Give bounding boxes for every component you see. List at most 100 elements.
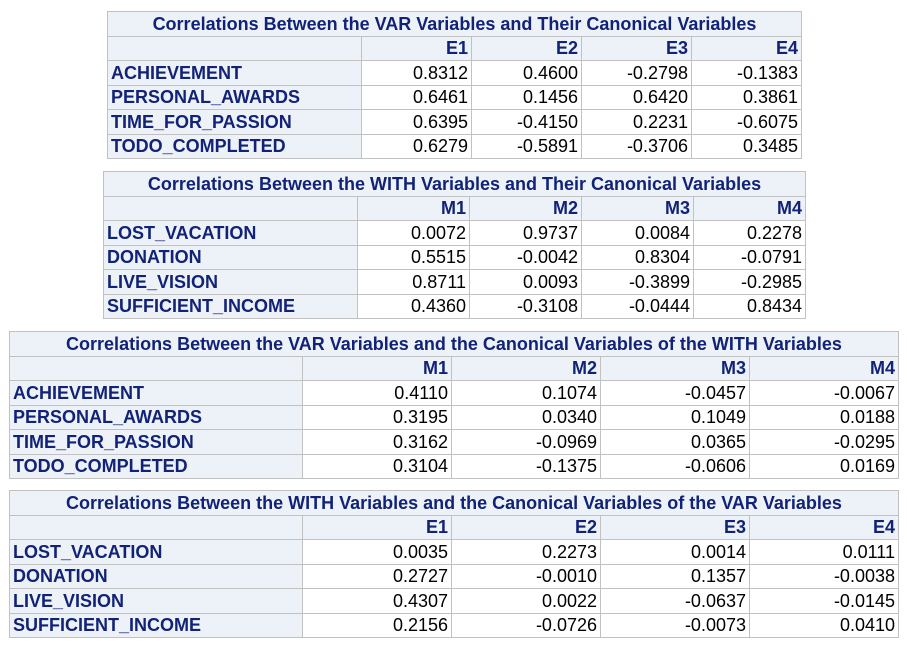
value-cell: -0.5891 (471, 133, 582, 159)
value-cell: 0.3485 (690, 133, 803, 159)
value-cell: -0.4150 (471, 109, 582, 135)
row-header: LOST_VACATION (103, 220, 358, 246)
column-header: E1 (361, 35, 472, 61)
corner-cell (107, 35, 362, 61)
value-cell: 0.3104 (302, 453, 452, 479)
row-header: SUFFICIENT_INCOME (103, 293, 358, 319)
column-header: M3 (581, 195, 694, 221)
column-header: E3 (600, 514, 750, 540)
value-cell: 0.6420 (581, 84, 692, 110)
value-cell: 0.2278 (692, 220, 807, 246)
row-header: TODO_COMPLETED (107, 133, 362, 159)
column-header: E3 (581, 35, 692, 61)
var-canonical-table: Correlations Between the VAR Variables a… (106, 11, 803, 159)
value-cell: -0.2985 (692, 269, 807, 295)
table-row: ACHIEVEMENT 0.8312 0.4600 -0.2798 -0.138… (107, 60, 803, 86)
column-header: M4 (692, 195, 807, 221)
table-title: Correlations Between the WITH Variables … (9, 490, 899, 516)
with-canonical-table: Correlations Between the WITH Variables … (102, 171, 807, 319)
table-row: TODO_COMPLETED 0.3104 -0.1375 -0.0606 0.… (9, 453, 899, 479)
value-cell: 0.0084 (581, 220, 694, 246)
value-cell: -0.0726 (451, 612, 601, 638)
table-row: PERSONAL_AWARDS 0.6461 0.1456 0.6420 0.3… (107, 84, 803, 110)
value-cell: -0.3108 (469, 293, 582, 319)
row-header: PERSONAL_AWARDS (107, 84, 362, 110)
value-cell: 0.0014 (600, 539, 750, 565)
row-header: TODO_COMPLETED (9, 453, 303, 479)
table-row: ACHIEVEMENT 0.4110 0.1074 -0.0457 -0.006… (9, 380, 899, 406)
value-cell: 0.6395 (361, 109, 472, 135)
value-cell: -0.3899 (581, 269, 694, 295)
value-cell: 0.2156 (302, 612, 452, 638)
value-cell: -0.0010 (451, 563, 601, 589)
table-title: Correlations Between the VAR Variables a… (9, 331, 899, 357)
column-header: M3 (600, 355, 750, 381)
column-header: M1 (302, 355, 452, 381)
value-cell: 0.0035 (302, 539, 452, 565)
row-header: PERSONAL_AWARDS (9, 404, 303, 430)
value-cell: -0.0067 (749, 380, 899, 406)
table-row: PERSONAL_AWARDS 0.3195 0.0340 0.1049 0.0… (9, 404, 899, 430)
value-cell: -0.0791 (692, 244, 807, 270)
value-cell: 0.8304 (581, 244, 694, 270)
value-cell: -0.1383 (690, 60, 803, 86)
table-title: Correlations Between the VAR Variables a… (106, 11, 803, 37)
column-header: E4 (749, 514, 899, 540)
row-header: SUFFICIENT_INCOME (9, 612, 303, 638)
table-row: SUFFICIENT_INCOME 0.2156 -0.0726 -0.0073… (9, 612, 899, 638)
value-cell: 0.9737 (469, 220, 582, 246)
value-cell: 0.3162 (302, 429, 452, 455)
value-cell: 0.2273 (451, 539, 601, 565)
with-var-canonical-table: Correlations Between the WITH Variables … (9, 490, 899, 638)
value-cell: 0.2727 (302, 563, 452, 589)
row-header: LIVE_VISION (103, 269, 358, 295)
row-header: LOST_VACATION (9, 539, 303, 565)
column-header: M2 (451, 355, 601, 381)
row-header: DONATION (103, 244, 358, 270)
table-row: LOST_VACATION 0.0035 0.2273 0.0014 0.011… (9, 539, 899, 565)
column-header: E2 (451, 514, 601, 540)
value-cell: 0.0365 (600, 429, 750, 455)
var-with-canonical-table: Correlations Between the VAR Variables a… (9, 331, 899, 479)
value-cell: -0.0637 (600, 588, 750, 614)
value-cell: 0.0072 (357, 220, 470, 246)
row-header: TIME_FOR_PASSION (9, 429, 303, 455)
column-header: M1 (357, 195, 470, 221)
table-row: SUFFICIENT_INCOME 0.4360 -0.3108 -0.0444… (103, 293, 807, 319)
row-header: LIVE_VISION (9, 588, 303, 614)
value-cell: 0.1456 (471, 84, 582, 110)
value-cell: 0.5515 (357, 244, 470, 270)
table-row: TIME_FOR_PASSION 0.3162 -0.0969 0.0365 -… (9, 429, 899, 455)
value-cell: 0.2231 (581, 109, 692, 135)
table-title: Correlations Between the WITH Variables … (102, 171, 807, 197)
table-row: DONATION 0.2727 -0.0010 0.1357 -0.0038 (9, 563, 899, 589)
column-header: E1 (302, 514, 452, 540)
value-cell: 0.1074 (451, 380, 601, 406)
table-row: TODO_COMPLETED 0.6279 -0.5891 -0.3706 0.… (107, 133, 803, 159)
value-cell: 0.3195 (302, 404, 452, 430)
value-cell: 0.8434 (692, 293, 807, 319)
value-cell: 0.4360 (357, 293, 470, 319)
corner-cell (9, 355, 303, 381)
column-header: M4 (749, 355, 899, 381)
column-header: E4 (690, 35, 803, 61)
value-cell: 0.0111 (749, 539, 899, 565)
value-cell: -0.3706 (581, 133, 692, 159)
row-header: ACHIEVEMENT (107, 60, 362, 86)
value-cell: 0.0188 (749, 404, 899, 430)
value-cell: -0.0444 (581, 293, 694, 319)
value-cell: -0.6075 (690, 109, 803, 135)
value-cell: 0.4110 (302, 380, 452, 406)
column-header: M2 (469, 195, 582, 221)
value-cell: 0.6461 (361, 84, 472, 110)
value-cell: -0.0042 (469, 244, 582, 270)
value-cell: 0.3861 (690, 84, 803, 110)
value-cell: 0.8711 (357, 269, 470, 295)
value-cell: 0.0022 (451, 588, 601, 614)
corner-cell (9, 514, 303, 540)
value-cell: 0.4600 (471, 60, 582, 86)
row-header: TIME_FOR_PASSION (107, 109, 362, 135)
value-cell: 0.6279 (361, 133, 472, 159)
value-cell: -0.1375 (451, 453, 601, 479)
column-header: E2 (471, 35, 582, 61)
